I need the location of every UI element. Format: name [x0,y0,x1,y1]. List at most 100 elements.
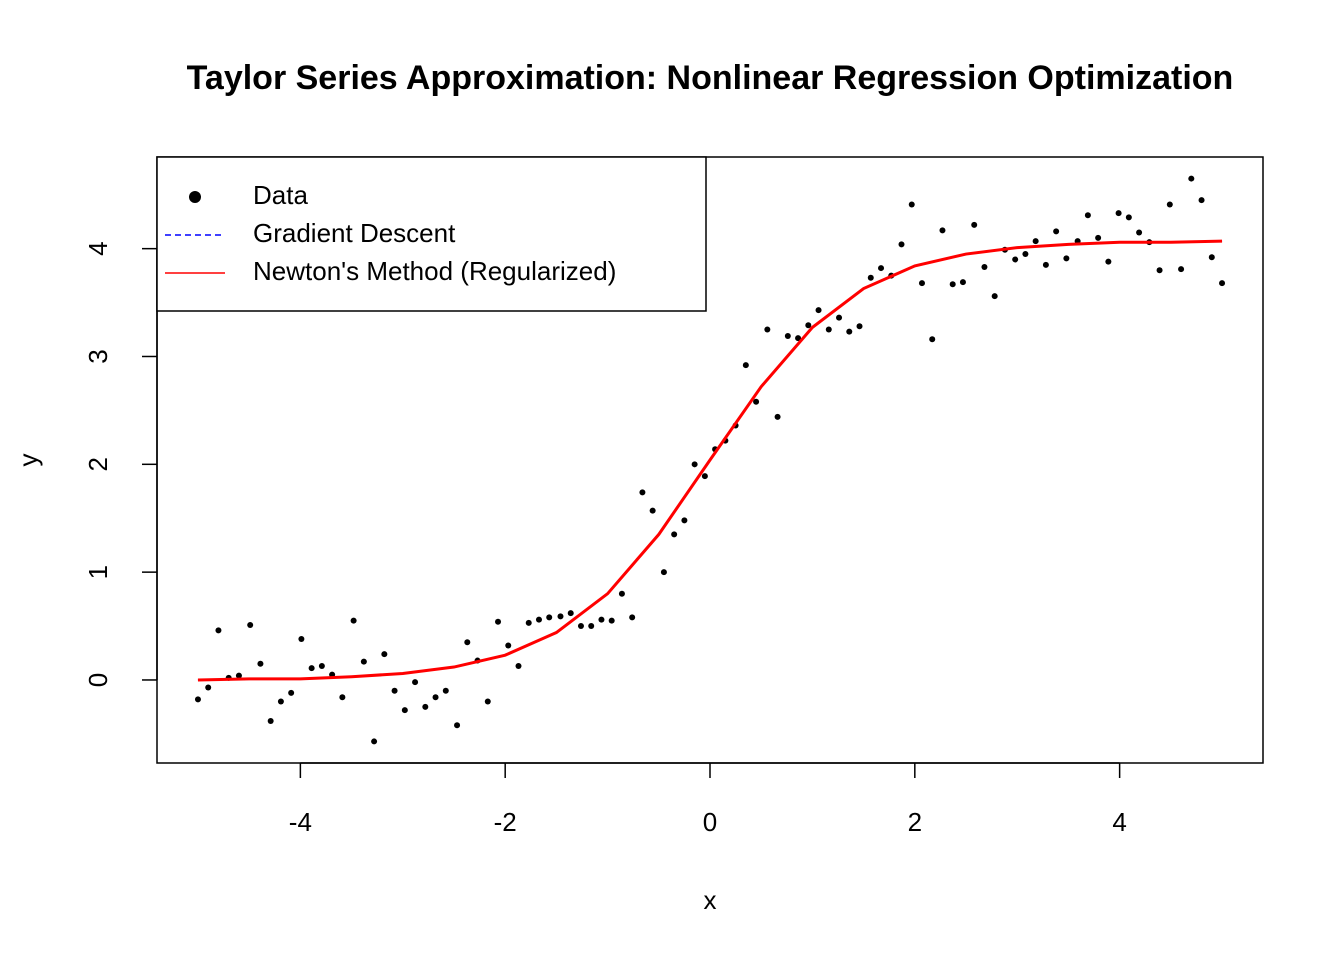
data-point [464,639,471,646]
y-tick-label: 2 [83,457,113,471]
data-point [981,263,988,270]
data-point [608,617,615,624]
data-point [1022,251,1029,258]
data-point [401,707,408,714]
data-point [805,322,812,329]
data-point [412,679,419,686]
data-point [495,618,502,625]
x-tick-label: 2 [908,807,922,837]
y-tick-label: 1 [83,565,113,579]
data-point [939,227,946,234]
data-point [691,461,698,468]
legend-marker [189,191,201,203]
data-point [815,307,822,314]
data-point [991,293,998,300]
data-point [1042,261,1049,268]
plot-frame [156,156,1264,764]
data-point [1156,267,1163,274]
data-point [484,698,491,705]
data-point [1105,258,1112,265]
data-point [1115,210,1122,217]
x-tick-label: -2 [494,807,517,837]
data-point [649,507,656,514]
data-point [267,717,274,724]
data-point [454,722,461,729]
data-point [247,621,254,628]
data-point [318,662,325,669]
data-point [1219,280,1226,287]
data-point [867,274,874,281]
data-point [1063,255,1070,262]
legend-label: Newton's Method (Regularized) [253,256,616,286]
data-point [350,617,357,624]
data-point [629,614,636,621]
data-point [339,694,346,701]
data-point [1198,197,1205,204]
data-point [567,610,574,617]
data-point [1136,229,1143,236]
legend-box [156,156,707,312]
data-point [381,651,388,658]
data-point [205,684,212,691]
data-point [1032,238,1039,245]
data-point [795,335,802,342]
data-point [1166,201,1173,208]
data-point [577,623,584,630]
data-point [929,336,936,343]
y-axis-label: y [13,454,43,467]
y-tick-label: 3 [83,349,113,363]
data-point [598,616,605,623]
data-point [671,531,678,538]
y-tick-label: 4 [83,241,113,255]
data-point [618,590,625,597]
x-axis-label: x [704,885,717,915]
data-point [235,672,242,679]
data-point [360,658,367,665]
data-point [742,362,749,369]
data-point [660,569,667,576]
data-point [918,280,925,287]
series-line [197,239,1223,682]
x-tick-label: -4 [289,807,312,837]
legend-label: Data [253,180,308,210]
data-point [535,616,542,623]
chart-title: Taylor Series Approximation: Nonlinear R… [187,59,1234,97]
data-point [1125,214,1132,221]
data-point [371,738,378,745]
x-tick-label: 0 [703,807,717,837]
data-point [1084,212,1091,219]
data-point [898,241,905,248]
data-point [1188,175,1195,182]
data-point [878,265,885,272]
y-tick-label: 0 [83,673,113,687]
data-point [949,281,956,288]
data-point [764,326,771,333]
data-point [277,698,284,705]
data-point [1178,266,1185,273]
data-point [288,689,295,696]
data-point [525,619,532,626]
data-point [422,703,429,710]
data-point [442,687,449,694]
data-point [825,326,832,333]
data-point [774,413,781,420]
legend-label: Gradient Descent [253,218,456,248]
data-point [1012,256,1019,263]
data-point [971,221,978,228]
data-point [215,627,222,634]
data-point [194,696,201,703]
x-tick-label: 4 [1112,807,1126,837]
data-point [1095,234,1102,241]
data-point [588,623,595,630]
data-point [639,489,646,496]
data-point [1053,228,1060,235]
data-point [959,279,966,286]
data-point [505,642,512,649]
data-point [701,473,708,480]
data-point [681,517,688,524]
data-point [856,323,863,330]
data-point [308,665,315,672]
